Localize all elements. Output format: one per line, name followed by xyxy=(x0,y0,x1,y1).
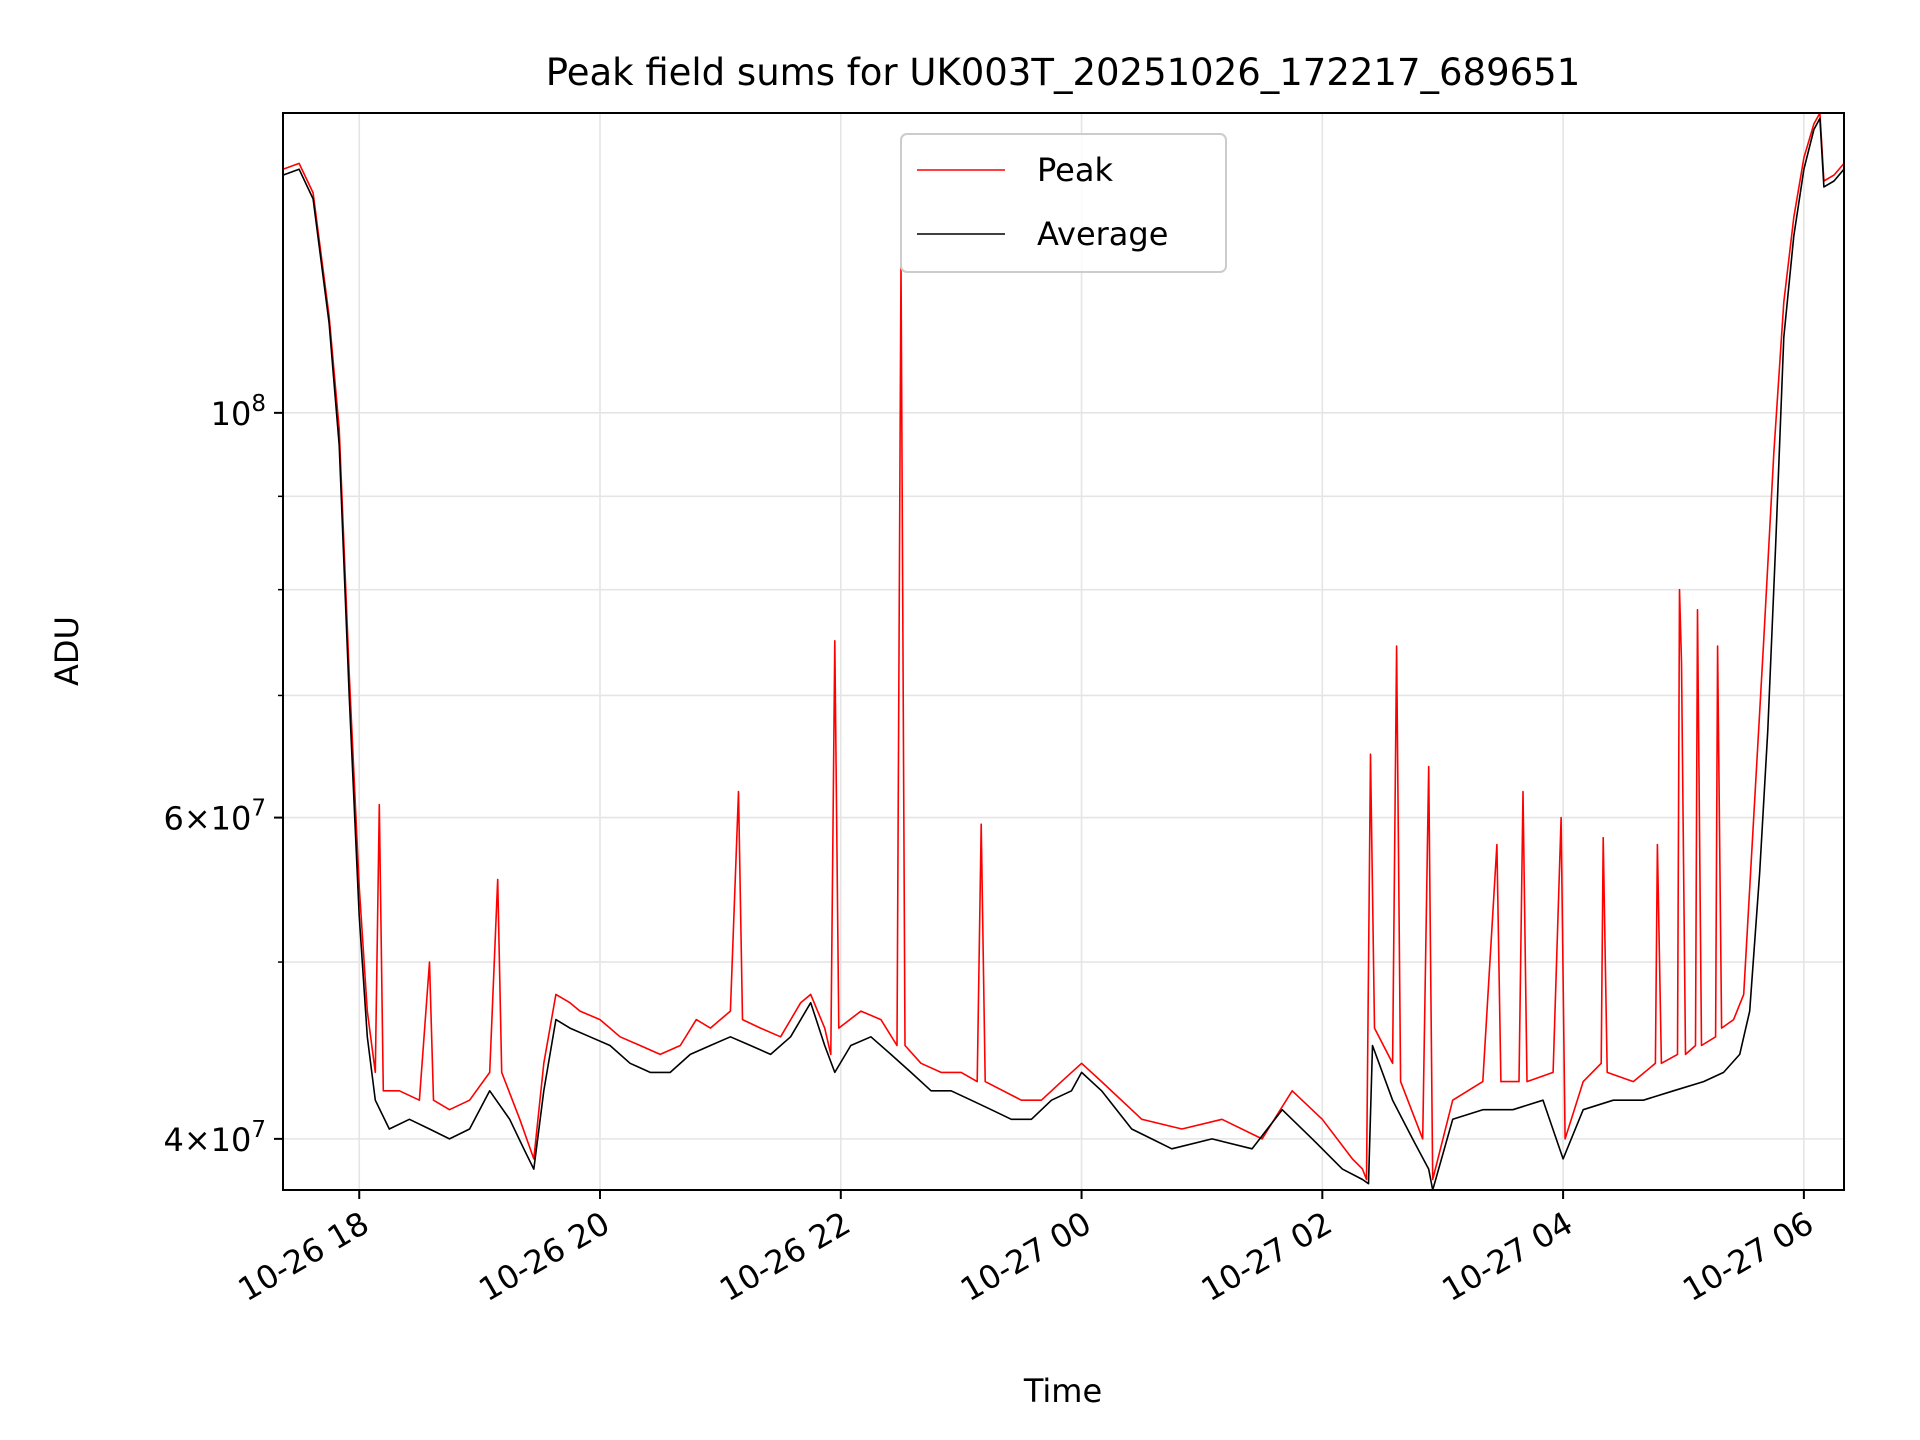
y-tick-label-2: 108 xyxy=(211,391,266,433)
series-line-average xyxy=(282,117,1845,1191)
x-axis-label: Time xyxy=(1023,1372,1102,1410)
legend-label-average: Average xyxy=(1037,215,1168,253)
plot-area-frame xyxy=(282,112,1845,1191)
series-line-peak xyxy=(282,112,1845,1181)
y-axis: 4×107 6×107 108 xyxy=(163,391,283,1159)
legend-label-peak: Peak xyxy=(1037,151,1113,189)
y-tick-label-1: 6×107 xyxy=(163,796,266,838)
chart-title: Peak field sums for UK003T_20251026_1722… xyxy=(546,51,1581,94)
y-axis-label: ADU xyxy=(48,616,86,686)
grid-lines xyxy=(283,113,1844,1190)
series-layer xyxy=(282,112,1845,1191)
legend-box xyxy=(900,133,1227,273)
legend: Peak Average xyxy=(900,133,1227,273)
y-tick-label-0: 4×107 xyxy=(163,1117,266,1159)
